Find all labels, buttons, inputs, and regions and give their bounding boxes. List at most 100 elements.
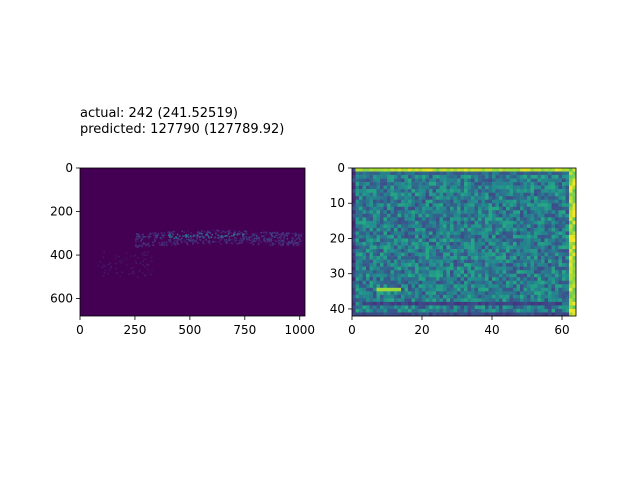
right-cell [537, 192, 542, 197]
right-cell [544, 206, 549, 211]
right-cell [415, 199, 419, 204]
left-pixel [151, 232, 154, 235]
right-cell [422, 298, 426, 303]
right-cell [383, 199, 388, 204]
right-cell [425, 287, 430, 292]
right-cell [425, 242, 430, 246]
right-cell [355, 189, 360, 193]
right-cell [415, 252, 419, 257]
right-cell [569, 256, 573, 260]
left-pixel [287, 241, 290, 244]
right-cell [355, 220, 360, 225]
right-cell [439, 210, 444, 215]
left-pixel [275, 240, 277, 243]
right-cell [516, 217, 521, 222]
right-cell [467, 305, 472, 310]
right-cell [429, 227, 433, 232]
left-pixel [144, 266, 146, 268]
right-cell [362, 178, 367, 183]
right-cell [558, 305, 563, 310]
right-cell [429, 294, 433, 299]
left-pixel [236, 234, 239, 236]
left-pixel [130, 267, 133, 269]
right-cell [422, 280, 426, 285]
right-cell [366, 238, 370, 243]
right-cell [541, 231, 545, 236]
right-cell [429, 178, 433, 183]
right-cell [359, 277, 363, 282]
right-cell [418, 245, 423, 250]
right-cell [418, 203, 423, 208]
left-pixel [208, 237, 211, 240]
right-cell [509, 294, 514, 299]
right-cell [492, 227, 496, 232]
right-cell [481, 284, 486, 289]
right-cell [404, 277, 409, 282]
right-cell [558, 227, 563, 232]
right-cell [359, 256, 363, 260]
right-cell [502, 277, 507, 282]
right-cell [415, 270, 419, 275]
left-pixel [144, 274, 147, 276]
right-cell [376, 312, 381, 317]
right-cell [376, 280, 381, 285]
right-cell [485, 168, 489, 172]
right-cell [548, 252, 552, 257]
right-cell [436, 273, 440, 278]
right-cell [548, 192, 552, 197]
right-cell [446, 284, 451, 289]
left-pixel [275, 234, 277, 237]
right-cell [558, 178, 563, 183]
right-cell [544, 224, 549, 229]
right-cell [516, 206, 521, 211]
left-pixel [125, 252, 128, 254]
right-cell [492, 203, 496, 208]
right-cell [530, 192, 535, 197]
right-cell [523, 168, 528, 172]
right-cell [467, 224, 472, 229]
left-pixel [163, 232, 165, 234]
right-cell [565, 168, 570, 172]
right-cell [527, 263, 531, 267]
right-cell [422, 182, 426, 186]
left-pixel [287, 232, 290, 235]
right-cell [397, 245, 402, 250]
right-cell [460, 192, 465, 197]
right-cell [474, 175, 479, 179]
right-cell [572, 220, 577, 225]
right-cell [401, 199, 405, 204]
right-cell [530, 203, 535, 208]
left-pixel [253, 238, 256, 240]
right-cell [355, 231, 360, 236]
right-cell [415, 168, 419, 172]
right-cell [488, 291, 493, 296]
right-cell [453, 294, 458, 299]
right-cell [390, 280, 395, 285]
right-cell [492, 273, 496, 278]
right-cell [404, 203, 409, 208]
right-cell [495, 224, 500, 229]
left-pixel [247, 238, 249, 240]
right-cell [415, 305, 419, 310]
right-cell [541, 178, 545, 183]
left-pixel [201, 235, 203, 238]
right-cell [376, 171, 381, 176]
right-cell [492, 196, 496, 201]
right-cell [509, 242, 514, 246]
right-cell [401, 210, 405, 215]
right-cell [541, 196, 545, 201]
right-cell [541, 256, 545, 260]
left-pixel [256, 239, 258, 241]
right-cell [401, 175, 405, 179]
right-cell [555, 308, 559, 313]
right-cell [411, 252, 416, 257]
left-pixel [192, 235, 194, 238]
right-cell [380, 171, 384, 176]
right-cell [460, 298, 465, 303]
right-cell [387, 249, 391, 253]
right-cell [397, 203, 402, 208]
right-cell [562, 199, 566, 204]
right-cell [572, 242, 577, 246]
right-cell [429, 273, 433, 278]
right-cell [450, 291, 454, 296]
